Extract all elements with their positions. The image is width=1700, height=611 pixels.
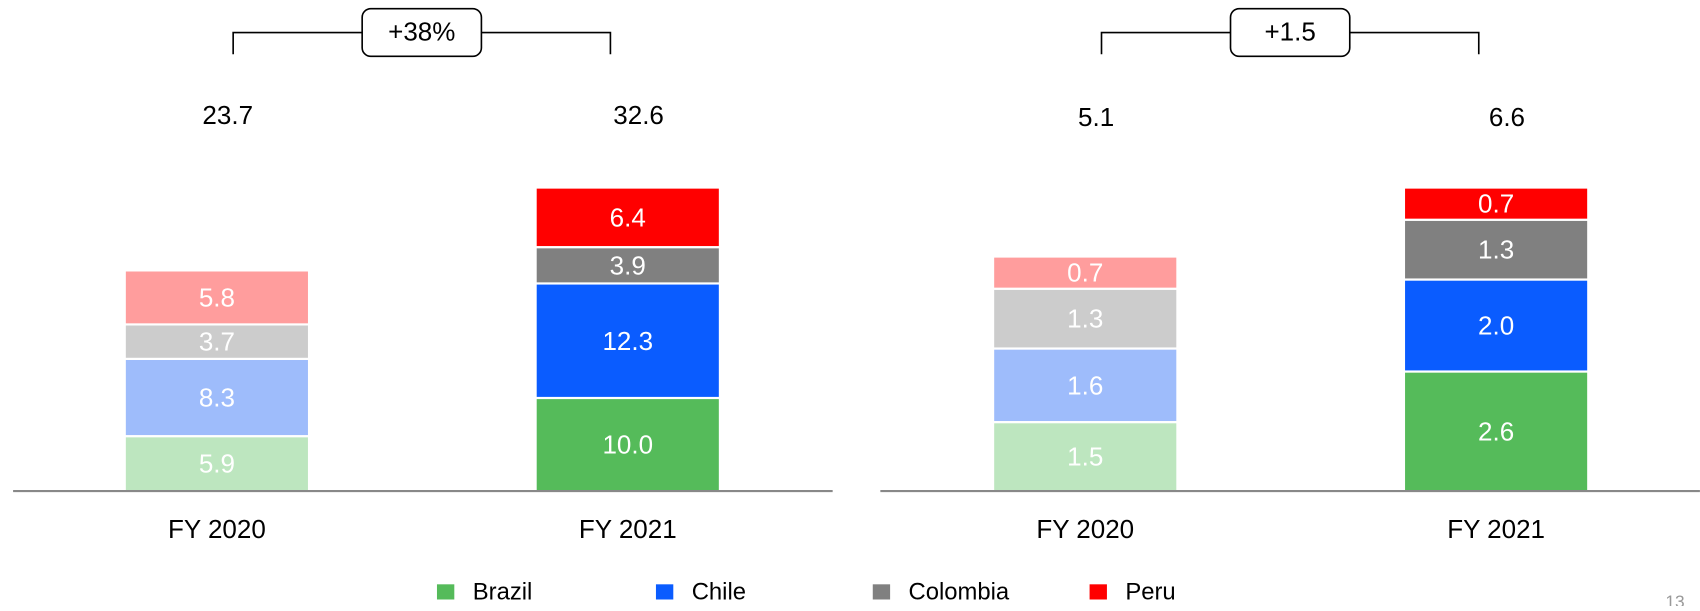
bar-segment <box>123 357 311 438</box>
legend-label: Peru <box>1125 578 1175 605</box>
value-label: 0.7 <box>1478 189 1514 219</box>
legend-label: Chile <box>692 578 746 605</box>
value-label: 0.7 <box>1067 258 1103 288</box>
x-tick-label: FY 2020 <box>168 514 266 544</box>
bar-segment <box>534 282 721 400</box>
bar-segment <box>123 435 311 493</box>
value-label: 10.0 <box>602 430 653 460</box>
value-label: 12.3 <box>602 326 653 356</box>
value-label: 2.6 <box>1478 416 1514 446</box>
bracket <box>1100 31 1480 55</box>
x-tick-label: FY 2021 <box>579 514 677 544</box>
bar-segment <box>1402 218 1590 281</box>
value-label: 8.3 <box>199 383 235 413</box>
value-label: 5.8 <box>199 282 235 312</box>
bar-segment <box>123 269 311 326</box>
x-tick-label: FY 2020 <box>1036 514 1134 544</box>
total-label: 5.1 <box>1078 102 1114 132</box>
value-label: 1.3 <box>1067 304 1103 334</box>
bar-segment <box>992 347 1179 424</box>
legend-label: Brazil <box>473 578 533 605</box>
value-label: 1.5 <box>1067 442 1103 472</box>
bracket <box>232 31 612 55</box>
bar-segment <box>1402 278 1590 373</box>
value-label: 5.9 <box>199 449 235 479</box>
legend-label: Colombia <box>909 578 1010 605</box>
legend-swatch <box>655 584 674 600</box>
bar-segment <box>534 246 721 285</box>
total-label: 6.6 <box>1489 102 1525 132</box>
value-label: 3.7 <box>199 327 235 357</box>
legend-swatch <box>1089 584 1107 600</box>
annotation: +1.5 <box>1264 16 1315 46</box>
value-label: 1.3 <box>1478 235 1514 265</box>
bar-segment <box>534 186 721 249</box>
bar-segment <box>992 287 1179 350</box>
annotation: +38% <box>388 16 455 46</box>
value-label: 3.9 <box>610 250 646 280</box>
page-number: 13 <box>1665 591 1684 606</box>
value-label: 6.4 <box>610 202 646 232</box>
legend-swatch <box>872 584 891 600</box>
bar-segment <box>1402 370 1590 493</box>
bar-segment <box>992 255 1179 290</box>
total-label: 32.6 <box>613 100 664 130</box>
annotation-box <box>1229 7 1351 58</box>
value-label: 2.0 <box>1478 311 1514 341</box>
x-tick-label: FY 2021 <box>1447 514 1545 544</box>
bar-segment <box>1402 186 1590 221</box>
annotation-box <box>361 7 483 58</box>
legend-swatch <box>436 584 455 600</box>
total-label: 23.7 <box>202 100 253 130</box>
value-label: 1.6 <box>1067 370 1103 400</box>
